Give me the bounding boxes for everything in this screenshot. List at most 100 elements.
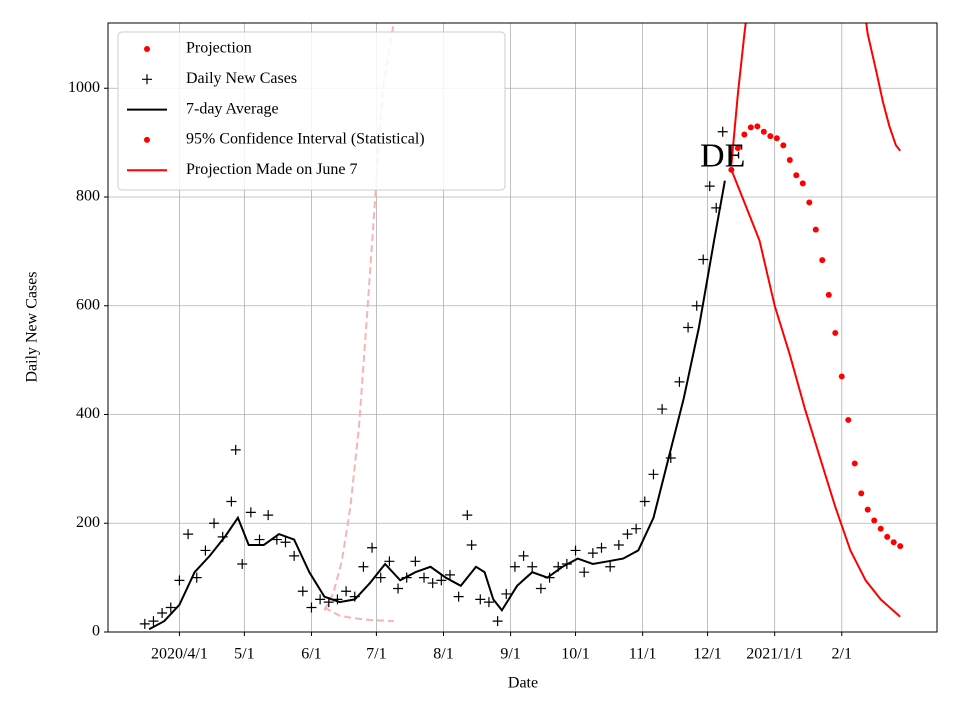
projection-dot xyxy=(734,145,741,152)
legend: Projection Daily New Cases 7-day Average 95… xyxy=(117,31,506,191)
x-tick-label: 11/1 xyxy=(629,646,657,663)
projection-dot xyxy=(773,135,780,142)
y-tick-label: 200 xyxy=(76,514,100,531)
case-marker xyxy=(622,529,633,540)
case-marker xyxy=(209,518,220,529)
y-tick-label: 600 xyxy=(76,296,100,313)
projection-dot xyxy=(851,460,858,467)
x-tick-label: 10/1 xyxy=(561,646,589,663)
x-tick-label: 9/1 xyxy=(500,646,520,663)
case-marker xyxy=(436,575,447,586)
projection-dot xyxy=(760,128,767,135)
case-marker xyxy=(280,537,291,548)
case-marker xyxy=(375,572,386,583)
case-marker xyxy=(384,556,395,567)
case-marker xyxy=(553,561,564,572)
legend-label: 95% Confidence Interval (Statistical) xyxy=(186,131,425,148)
case-marker xyxy=(217,531,228,542)
x-tick-label: 8/1 xyxy=(433,646,453,663)
case-marker xyxy=(698,254,709,265)
case-marker xyxy=(483,597,494,608)
case-marker xyxy=(237,559,248,570)
case-marker xyxy=(648,469,659,480)
annotation: DE xyxy=(700,138,745,175)
legend-label: Projection xyxy=(186,40,252,57)
legend-marker xyxy=(142,74,152,85)
case-marker xyxy=(466,540,477,550)
case-marker xyxy=(410,556,421,567)
case-marker xyxy=(596,542,607,553)
case-marker xyxy=(587,548,598,559)
case-marker xyxy=(245,507,256,518)
case-marker xyxy=(613,540,624,550)
projection-dot xyxy=(838,373,845,380)
case-marker xyxy=(393,583,404,594)
x-tick-label: 2020/4/1 xyxy=(151,646,208,663)
projection-dot xyxy=(819,257,826,264)
case-marker xyxy=(711,202,722,213)
projection-dot xyxy=(890,539,897,546)
case-marker xyxy=(226,496,237,507)
case-marker xyxy=(683,322,694,333)
case-marker xyxy=(174,575,185,586)
case-marker xyxy=(139,618,150,629)
case-marker xyxy=(462,510,473,521)
case-marker xyxy=(561,559,572,570)
legend-label: 7-day Average xyxy=(186,100,279,117)
projection-dot xyxy=(754,123,761,130)
legend-label: Daily New Cases xyxy=(186,70,297,87)
x-axis-label: Date xyxy=(508,675,538,692)
case-marker xyxy=(605,561,616,572)
projection-dot xyxy=(858,490,865,497)
case-marker xyxy=(401,572,412,583)
case-marker xyxy=(271,534,282,545)
case-marker xyxy=(349,591,360,602)
axis-labels: 0 200 400 600 800 1000 2020/4/1 5/1 6/1 7/1 8/1 9/1… xyxy=(68,79,852,663)
projection-dot xyxy=(728,166,735,173)
case-marker xyxy=(674,376,685,387)
case-marker xyxy=(297,586,308,597)
case-marker xyxy=(570,545,581,556)
case-marker xyxy=(165,602,176,613)
case-marker xyxy=(544,572,555,583)
case-marker xyxy=(200,545,211,556)
case-marker xyxy=(358,561,369,572)
case-marker xyxy=(148,616,159,627)
case-marker xyxy=(579,567,590,578)
y-tick-label: 1000 xyxy=(68,79,100,96)
projection-dot xyxy=(793,172,800,179)
projection-dot xyxy=(767,133,774,140)
projection-dot xyxy=(832,329,839,336)
x-tick-label: 5/1 xyxy=(234,646,254,663)
case-marker xyxy=(704,181,715,192)
band-lower-line xyxy=(323,606,394,623)
x-tick-label: 6/1 xyxy=(301,646,321,663)
y-tick-label: 800 xyxy=(76,188,100,205)
case-marker xyxy=(639,496,650,507)
case-marker xyxy=(230,444,241,455)
case-marker xyxy=(527,561,538,572)
projection-dot xyxy=(806,199,813,206)
projection-dot xyxy=(871,517,878,524)
x-tick-label: 2021/1/1 xyxy=(746,646,803,663)
projection-dot xyxy=(884,533,891,540)
axes-frame xyxy=(107,22,938,633)
legend-marker xyxy=(144,136,150,143)
y-tick-label: 0 xyxy=(92,623,100,640)
legend-box xyxy=(117,31,506,191)
case-marker xyxy=(315,594,326,605)
case-marker xyxy=(306,602,317,613)
projection-dot xyxy=(799,180,806,187)
projection-dot xyxy=(786,157,793,164)
case-marker xyxy=(453,591,464,602)
x-tick-label: 12/1 xyxy=(693,646,721,663)
case-marker xyxy=(509,561,520,572)
band-lower-line xyxy=(730,169,901,618)
case-marker xyxy=(254,534,265,545)
case-marker xyxy=(501,588,512,599)
y-tick-label: 400 xyxy=(76,405,100,422)
x-tick-label: 2/1 xyxy=(832,646,852,663)
case-marker xyxy=(367,542,378,553)
case-marker xyxy=(492,616,503,627)
